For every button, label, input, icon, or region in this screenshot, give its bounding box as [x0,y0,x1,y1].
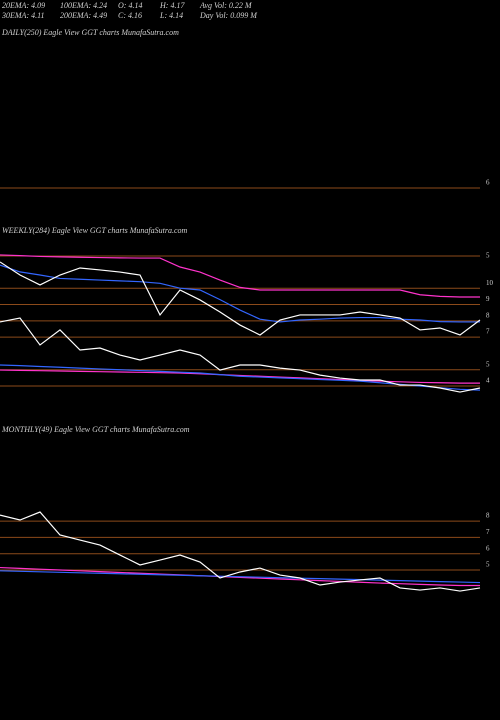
header-stat: C: 4.16 [118,11,142,20]
price-line [0,261,481,336]
level-label: 7 [486,528,490,536]
header-stat: 200EMA: 4.49 [60,11,107,20]
price-line [0,511,481,592]
price-line [0,317,481,393]
price-line [0,364,481,391]
level-label: 8 [486,512,490,520]
header-stat: O: 4.14 [118,1,142,10]
level-label: 6 [486,544,490,552]
panel-title: WEEKLY(284) Eagle View GGT charts Munafa… [2,226,188,235]
header-stat: 30EMA: 4.11 [1,11,45,20]
price-line [0,570,481,584]
price-line [0,566,480,587]
level-label: 10 [486,279,494,287]
header-stat: Day Vol: 0.099 M [199,11,258,20]
level-label: 6 [486,179,490,187]
level-label: 5 [486,561,490,569]
level-label: 7 [486,328,490,336]
price-line [0,254,480,298]
level-label: 8 [486,311,490,319]
header-stat: 100EMA: 4.24 [60,1,107,10]
panel-title: MONTHLY(49) Eagle View GGT charts Munafa… [1,425,190,434]
panel-title: DAILY(250) Eagle View GGT charts MunafaS… [1,28,179,37]
level-label: 4 [486,377,490,385]
header-stat: 20EMA: 4.09 [2,1,45,10]
level-label: 5 [486,252,490,260]
price-line [0,264,480,323]
header-stat: L: 4.14 [159,11,183,20]
price-line [0,369,480,384]
level-label: 9 [486,295,490,303]
header-stat: H: 4.17 [159,1,185,10]
header-stat: Avg Vol: 0.22 M [199,1,253,10]
level-label: 5 [486,360,490,368]
